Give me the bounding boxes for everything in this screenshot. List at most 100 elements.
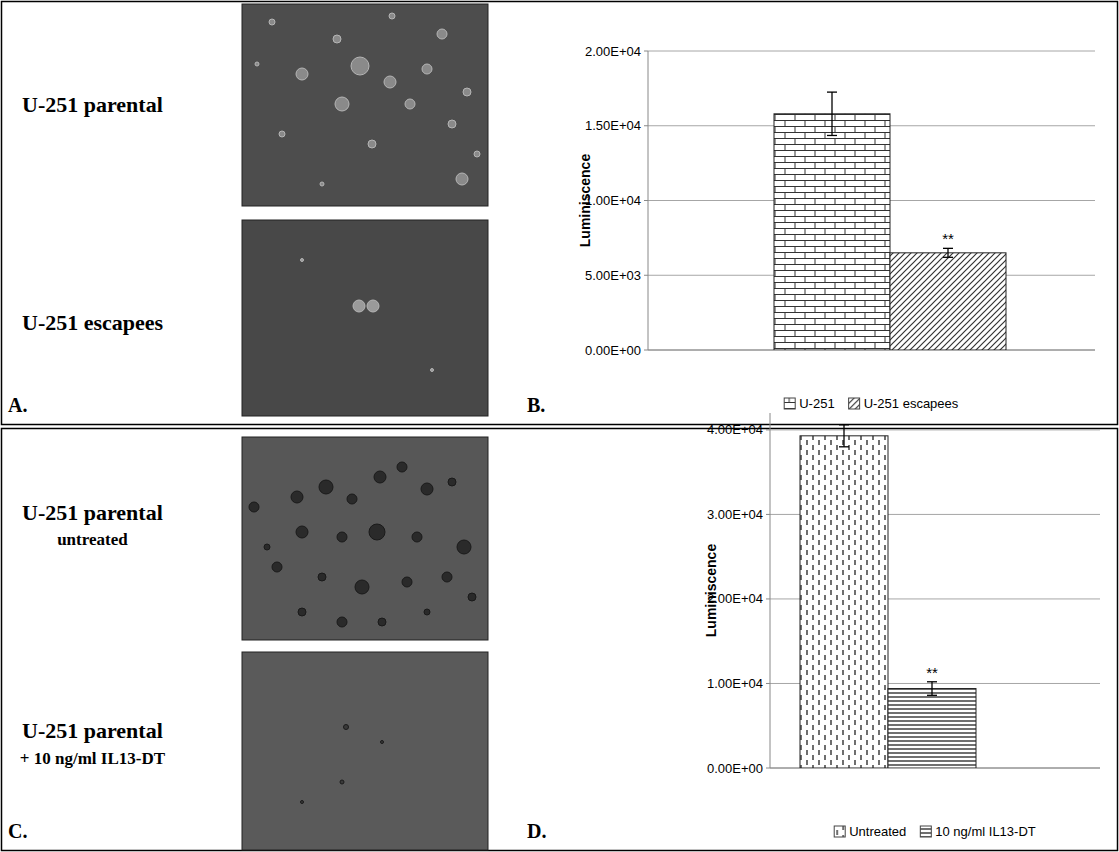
colony [456,173,468,185]
grid-line [770,429,1100,430]
legend: Untreated 10 ng/ml IL13-DT [834,824,1036,839]
colony [457,540,471,554]
panel-box [2,429,1118,851]
colony [448,478,456,486]
tick-mark [644,350,648,351]
tick-mark [766,429,770,430]
colony [301,259,304,262]
colony [374,471,386,483]
image-sublabel: untreated [57,530,128,549]
chart: 0.00E+001.00E+042.00E+043.00E+044.00E+04… [703,413,1100,839]
significance: ** [942,230,954,247]
colony [412,532,422,542]
colony [320,182,324,186]
bars [800,425,976,768]
y-axis [648,51,649,350]
tick-mark [766,683,770,684]
colony [463,88,471,96]
axis-title: Luminiscence [703,544,719,638]
tick-mark [766,768,770,769]
tick-label: 4.00E+04 [707,422,763,437]
colony [318,573,326,581]
colony [381,741,384,744]
colony [337,617,347,627]
tick-mark [644,200,648,201]
colony [421,483,433,495]
image-label: U-251 parental [22,718,163,743]
colony [279,131,285,137]
colony [402,577,412,587]
tick-label: 1.50E+04 [585,118,641,133]
image-label: U-251 parental [22,92,163,117]
colony [351,57,369,75]
colony [437,29,447,39]
tick-label: 1.00E+04 [707,676,763,691]
legend-swatch [920,826,931,837]
tick-mark [644,275,648,276]
panel-letter: A. [8,394,27,416]
micrograph [242,437,488,640]
colony [448,120,456,128]
chart: 0.00E+005.00E+031.00E+041.50E+042.00E+04… [577,44,1095,412]
colony [422,64,432,74]
y-axis [770,413,771,768]
grid-line [648,51,1095,52]
colony [431,369,434,372]
panel-letter: C. [8,820,27,842]
legend-entry: 10 ng/ml IL13-DT [935,824,1035,839]
legend-entry: U-251 [799,396,834,411]
colony [474,151,480,157]
colony [468,593,476,601]
colony [249,502,259,512]
error-bar [839,425,849,447]
colony [296,68,308,80]
colony [378,618,386,626]
colony [296,526,308,538]
colony [355,580,369,594]
micrograph [242,220,488,416]
error-bar [927,682,937,696]
colony [319,480,333,494]
bar [774,114,890,350]
image-label: U-251 escapees [22,310,164,335]
colony [344,725,349,730]
bars [774,92,1006,350]
tick-mark [766,598,770,599]
colony [384,76,396,88]
legend-entry: U-251 escapees [864,396,959,411]
colony [333,35,341,43]
colony [389,13,395,19]
micrograph [242,652,488,850]
colony [340,780,344,784]
colony [442,572,452,582]
colony [335,97,349,111]
micrograph [242,4,488,206]
legend-swatch [849,398,860,409]
legend-entry: Untreated [849,824,906,839]
panel-box [2,2,1118,425]
colony [368,140,376,148]
colony [347,494,357,504]
colony [264,544,270,550]
axis-title: Luminiscence [577,154,593,248]
bar [800,436,888,768]
colony [405,99,415,109]
significance: ** [926,664,938,681]
tick-label: 5.00E+03 [585,268,641,283]
legend: U-251 U-251 escapees [784,396,959,411]
colony [272,562,282,572]
colony [291,491,303,503]
colony [353,300,365,312]
image-label: U-251 parental [22,500,163,525]
tick-mark [766,514,770,515]
colony [269,19,275,25]
tick-label: 1.00E+04 [585,193,641,208]
colony [397,462,407,472]
colony [367,300,379,312]
legend-swatch [784,398,795,409]
legend-swatch [834,826,845,837]
colony [301,801,304,804]
colony [369,524,385,540]
colony [424,609,430,615]
tick-mark [644,51,648,52]
